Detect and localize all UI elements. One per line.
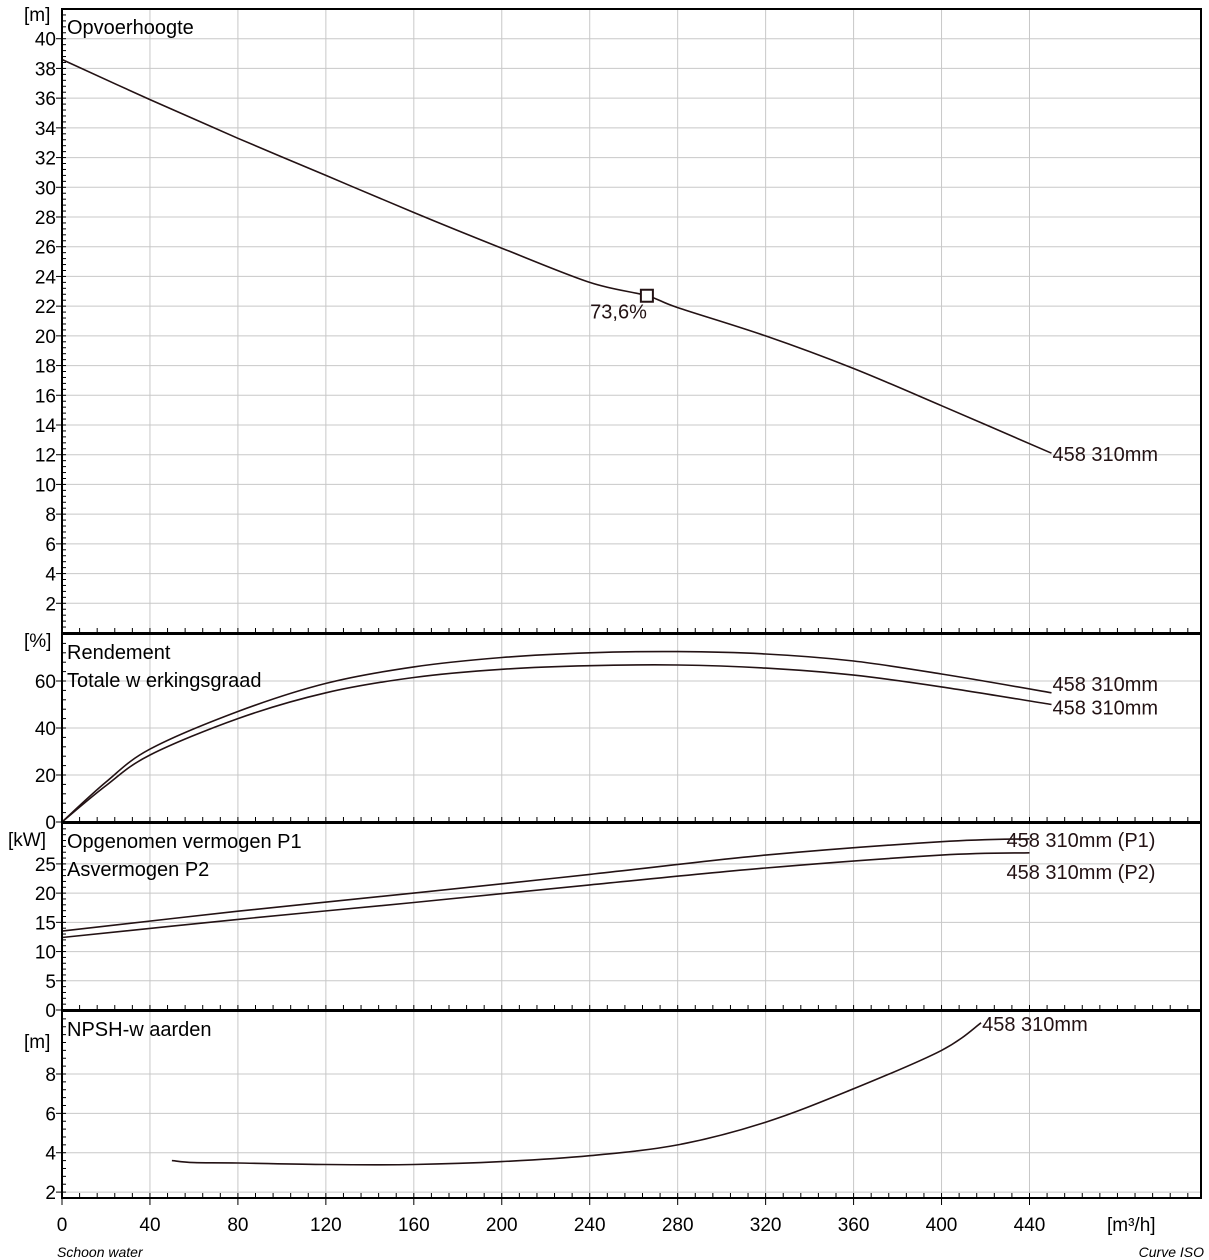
panel-title: Opvoerhoogte: [67, 17, 194, 39]
x-tick-label: 240: [574, 1215, 606, 1236]
y-tick-label: 25: [35, 855, 56, 876]
y-tick-label: 60: [35, 672, 56, 693]
series-end-label: 458 310mm: [982, 1014, 1088, 1036]
series-end-label: 458 310mm: [1052, 674, 1158, 696]
frame-layer: [61, 8, 1202, 1199]
y-tick-label: 36: [35, 89, 56, 110]
x-tick-label: 200: [486, 1215, 518, 1236]
duty-point-marker: [639, 288, 654, 303]
y-tick-label: 8: [45, 505, 56, 526]
panel-subtitle: Asvermogen P2: [67, 859, 209, 881]
series-line: [61, 664, 1052, 823]
y-tick-label: 26: [35, 238, 56, 259]
y-tick-label: 38: [35, 59, 56, 80]
x-tick-label: 280: [662, 1215, 694, 1236]
y-unit-label: [m]: [24, 1032, 50, 1053]
series-end-label: 458 310mm: [1052, 698, 1158, 720]
panel-frame: [61, 1010, 1202, 1199]
y-tick-label: 30: [35, 178, 56, 199]
series-line: [61, 852, 1030, 939]
y-tick-label: 5: [45, 972, 56, 993]
footer-left-note: Schoon water: [57, 1244, 144, 1260]
y-tick-label: 10: [35, 475, 56, 496]
y-tick-label: 20: [35, 884, 56, 905]
y-tick-label: 2: [45, 1183, 56, 1204]
y-tick-label: 4: [45, 1144, 56, 1165]
y-tick-label: 22: [35, 297, 56, 318]
x-tick-label: 400: [926, 1215, 958, 1236]
y-tick-label: 40: [35, 30, 56, 51]
series-line: [61, 838, 1030, 932]
series-end-label: 458 310mm: [1052, 444, 1158, 466]
series-end-label: 458 310mm (P1): [1006, 830, 1155, 852]
series-line: [61, 650, 1052, 823]
x-tick-label: 360: [838, 1215, 870, 1236]
footer-right-note: Curve ISO: [1139, 1244, 1204, 1260]
y-tick-label: 10: [35, 943, 56, 964]
y-unit-label: [m]: [24, 5, 50, 26]
y-tick-label: 34: [35, 119, 57, 140]
label-layer: 246810121416182022242628303234363840[m]O…: [8, 5, 1158, 1236]
x-unit-label: [m³/h]: [1107, 1215, 1156, 1236]
curve-layer: [61, 58, 1052, 1166]
y-tick-label: 20: [35, 766, 56, 787]
series-line: [61, 58, 1052, 454]
y-tick-label: 28: [35, 208, 56, 229]
y-tick-label: 24: [35, 267, 57, 288]
y-tick-label: 18: [35, 357, 56, 378]
y-tick-label: 4: [45, 565, 56, 586]
y-tick-label: 6: [45, 1104, 56, 1125]
y-tick-label: 0: [45, 1001, 56, 1022]
y-tick-label: 16: [35, 386, 56, 407]
y-tick-label: 0: [45, 813, 56, 834]
x-tick-label: 40: [139, 1215, 160, 1236]
y-tick-label: 40: [35, 719, 56, 740]
y-tick-label: 15: [35, 913, 56, 934]
y-tick-label: 6: [45, 535, 56, 556]
y-tick-label: 8: [45, 1065, 56, 1086]
x-tick-label: 0: [57, 1215, 68, 1236]
x-tick-label: 320: [750, 1215, 782, 1236]
series-end-label: 458 310mm (P2): [1006, 862, 1155, 884]
grid-layer: [56, 9, 1201, 1198]
x-tick-label: 440: [1014, 1215, 1046, 1236]
panel-title: Rendement: [67, 642, 171, 664]
duty-point-efficiency-label: 73,6%: [590, 302, 647, 324]
y-tick-label: 32: [35, 149, 56, 170]
y-unit-label: [%]: [24, 631, 51, 652]
panel-title: Opgenomen vermogen P1: [67, 831, 302, 853]
y-tick-label: 14: [35, 416, 57, 437]
y-tick-label: 20: [35, 327, 56, 348]
series-line: [171, 1022, 982, 1166]
y-unit-label: [kW]: [8, 830, 46, 851]
y-tick-label: 2: [45, 594, 56, 615]
panel-subtitle: Totale w erkingsgraad: [67, 670, 262, 692]
x-tick-label: 160: [398, 1215, 430, 1236]
panel-title: NPSH-w aarden: [67, 1019, 212, 1041]
y-tick-label: 12: [35, 446, 56, 467]
x-tick-label: 80: [227, 1215, 248, 1236]
x-tick-label: 120: [310, 1215, 342, 1236]
